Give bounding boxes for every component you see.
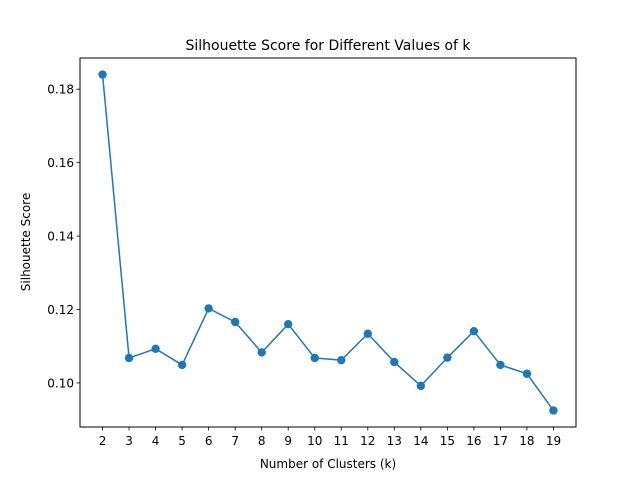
data-point <box>177 360 187 370</box>
data-point <box>390 357 399 367</box>
data-point <box>284 319 293 329</box>
y-tick-label: 0.10 <box>47 376 74 390</box>
data-point <box>257 348 266 357</box>
y-tick-label: 0.16 <box>47 156 74 170</box>
plot-frame <box>79 57 577 428</box>
x-tick-label: 6 <box>205 434 213 448</box>
x-tick-label: 5 <box>178 434 186 448</box>
x-tick-label: 4 <box>152 434 160 448</box>
y-tick-label: 0.12 <box>47 303 74 317</box>
data-point <box>124 353 134 363</box>
x-tick-label: 17 <box>493 434 508 448</box>
data-point <box>204 304 213 313</box>
y-axis-label: Silhouette Score <box>19 193 33 291</box>
x-tick-label: 18 <box>519 434 534 448</box>
data-point <box>522 369 532 378</box>
x-tick-label: 7 <box>231 434 239 448</box>
x-tick-label: 11 <box>334 434 349 448</box>
data-point <box>337 355 346 365</box>
x-tick-label: 15 <box>440 434 455 448</box>
x-tick-label: 2 <box>99 434 107 448</box>
data-point <box>443 353 452 362</box>
x-tick-label: 13 <box>387 434 402 448</box>
data-point <box>363 329 372 338</box>
y-tick-label: 0.18 <box>47 83 74 97</box>
x-tick-label: 10 <box>307 434 322 448</box>
x-tick-label: 16 <box>466 434 481 448</box>
data-point <box>469 326 479 336</box>
y-tick-label: 0.14 <box>47 230 74 244</box>
x-tick-label: 9 <box>284 434 292 448</box>
data-point <box>310 353 319 363</box>
series-line <box>101 74 555 411</box>
x-tick-label: 8 <box>258 434 266 448</box>
x-tick-label: 12 <box>360 434 375 448</box>
x-tick-label: 14 <box>413 434 428 448</box>
data-point <box>98 70 107 79</box>
plot-area: 0.10 0.12 0.14 0.16 0.18 2 3 4 5 6 7 8 9 10 11 12 13 14 15… <box>47 70 561 448</box>
x-tick-label: 3 <box>125 434 133 448</box>
data-point <box>151 344 160 353</box>
chart-title: Silhouette Score for Different Values of… <box>185 38 471 54</box>
data-point <box>549 406 558 415</box>
data-point <box>496 360 505 370</box>
x-tick-label: 19 <box>546 434 561 448</box>
data-point <box>416 381 426 391</box>
data-point <box>230 317 240 327</box>
x-axis-label: Number of Clusters (k) <box>260 457 396 471</box>
